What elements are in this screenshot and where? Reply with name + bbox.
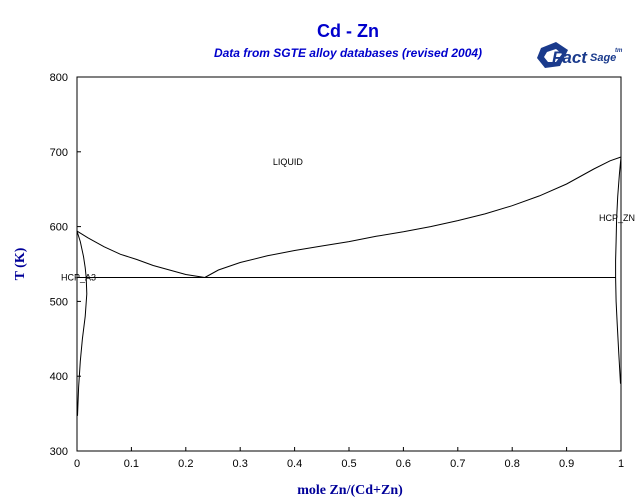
y-tick-label: 700 bbox=[50, 147, 68, 159]
chart-subtitle: Data from SGTE alloy databases (revised … bbox=[214, 46, 482, 60]
x-tick-label: 0.9 bbox=[559, 458, 574, 470]
phase-labels: LIQUID HCP_A3 HCP_ZN bbox=[61, 157, 635, 283]
axis-ticks: 0 0.1 0.2 0.3 0.4 0.5 0.6 0.7 0.8 0.9 1 300 400 500 60… bbox=[50, 72, 624, 470]
y-axis-label: T (K) bbox=[13, 247, 28, 280]
phase-boundaries bbox=[76, 156, 622, 416]
x-tick-label: 0.1 bbox=[124, 458, 139, 470]
phase-label-hcp-zn: HCP_ZN bbox=[599, 213, 635, 223]
y-tick-label: 600 bbox=[50, 222, 68, 234]
y-tick-label: 800 bbox=[50, 72, 68, 84]
x-tick-label: 0.7 bbox=[450, 458, 465, 470]
phase-label-hcp-a3: HCP_A3 bbox=[61, 272, 96, 282]
factsage-logo-suffix: Sage bbox=[590, 52, 616, 64]
x-tick-label: 1 bbox=[618, 458, 624, 470]
x-tick-label: 0 bbox=[74, 458, 80, 470]
phase-boundary-line-1 bbox=[76, 230, 205, 278]
x-tick-label: 0.3 bbox=[233, 458, 248, 470]
phase-boundary-line-3 bbox=[76, 230, 88, 416]
x-tick-label: 0.4 bbox=[287, 458, 302, 470]
y-tick-label: 400 bbox=[50, 371, 68, 383]
x-tick-label: 0.2 bbox=[178, 458, 193, 470]
phase-boundary-line-2 bbox=[204, 156, 622, 278]
factsage-logo-brand: Fact bbox=[552, 48, 588, 67]
y-tick-label: 300 bbox=[50, 446, 68, 458]
factsage-logo-trademark: tm bbox=[615, 48, 623, 54]
x-axis-label: mole Zn/(Cd+Zn) bbox=[297, 483, 403, 498]
x-tick-label: 0.5 bbox=[341, 458, 356, 470]
plot-frame bbox=[76, 76, 622, 452]
factsage-logo: Fact Sage tm bbox=[537, 42, 623, 68]
y-tick-label: 500 bbox=[50, 296, 68, 308]
phase-label-liquid: LIQUID bbox=[273, 157, 304, 167]
x-tick-label: 0.8 bbox=[505, 458, 520, 470]
factsage-logo-mark bbox=[537, 42, 568, 68]
chart-title: Cd - Zn bbox=[317, 21, 379, 41]
x-tick-label: 0.6 bbox=[396, 458, 411, 470]
phase-boundary-line-4 bbox=[615, 156, 622, 384]
